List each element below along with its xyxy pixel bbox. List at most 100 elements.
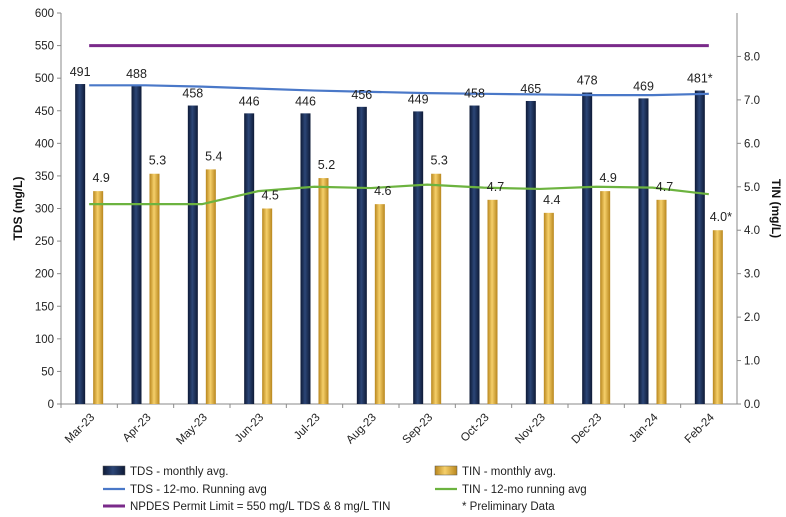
label-tin-may-23: 5.4 [205, 149, 222, 163]
x-tick-label: Feb-24 [683, 411, 718, 446]
label-tds-jun-23: 446 [239, 94, 260, 108]
bar-tds-apr-23 [131, 85, 142, 404]
lines-layer [89, 44, 709, 206]
x-tick-label: Jul-23 [292, 412, 323, 443]
x-tick-label: Jan-24 [627, 411, 661, 445]
y2-tick-label: 1.0 [744, 356, 760, 368]
label-tds-mar-23: 491 [70, 65, 91, 79]
bar-tds-may-23 [187, 105, 198, 404]
legend-tds-running-avg-label: TDS - 12-mo. Running avg [130, 484, 267, 496]
label-tds-may-23: 458 [182, 87, 203, 101]
bar-tin-jun-23 [262, 208, 273, 404]
legend-note-preliminary: * Preliminary Data [462, 501, 555, 513]
y2-tick-label: 8.0 [744, 51, 760, 63]
bar-tin-oct-23 [487, 199, 498, 404]
y2-tick-label: 0.0 [744, 399, 760, 411]
bar-tin-apr-23 [149, 173, 160, 404]
bar-tin-nov-23 [543, 212, 554, 404]
label-tds-jul-23: 446 [295, 94, 316, 108]
y-tick-label: 550 [35, 41, 54, 53]
x-tick-label: Oct-23 [459, 412, 492, 445]
x-tick-label: Dec-23 [570, 412, 605, 447]
bar-tin-jul-23 [318, 178, 329, 404]
bar-tin-sep-23 [431, 173, 442, 404]
legend-tds-monthly-swatch [102, 465, 126, 476]
x-tick-label: Nov-23 [513, 412, 548, 447]
labels-layer: 491 4.9 488 5.3 458 5.4 446 4.5 446 5.2 456 4.6 449 5… [70, 65, 732, 224]
y-tick-label: 250 [35, 236, 54, 248]
bar-tin-aug-23 [374, 204, 385, 404]
x-tick-label: Sep-23 [401, 412, 436, 447]
label-tds-sep-23: 449 [408, 92, 429, 106]
label-tds-oct-23: 458 [464, 87, 485, 101]
bar-tds-jul-23 [300, 113, 311, 405]
label-tin-mar-23: 4.9 [92, 171, 109, 185]
label-tin-jul-23: 5.2 [318, 158, 335, 172]
label-tin-aug-23: 4.6 [374, 184, 391, 198]
legend-tds-monthly-label: TDS - monthly avg. [130, 466, 228, 478]
label-tin-feb-24: 4.0* [710, 210, 732, 224]
bar-tds-feb-24 [694, 90, 705, 404]
y2-axis-title: TIN (mg/L) [769, 179, 783, 238]
legend-npdes-permit-limit-label: NPDES Permit Limit = 550 mg/L TDS & 8 mg… [130, 501, 390, 513]
bar-tin-may-23 [205, 169, 216, 404]
bar-tds-jan-24 [638, 98, 649, 404]
y-tick-label: 600 [35, 8, 54, 20]
bar-tds-nov-23 [525, 100, 536, 404]
bar-tds-oct-23 [469, 105, 480, 404]
bar-tds-mar-23 [75, 84, 86, 404]
label-tds-nov-23: 465 [520, 82, 541, 96]
y2-tick-label: 6.0 [744, 138, 760, 150]
label-tds-feb-24: 481* [687, 72, 713, 86]
label-tin-jun-23: 4.5 [261, 189, 278, 203]
x-tick-label: Jun-23 [233, 412, 266, 445]
line-tin-running-avg [89, 183, 709, 206]
label-tds-jan-24: 469 [633, 79, 654, 93]
bar-tds-dec-23 [582, 92, 593, 405]
bars-layer [75, 84, 723, 405]
y-tick-label: 50 [41, 366, 54, 378]
label-tin-sep-23: 5.3 [430, 154, 447, 168]
y-tick-label: 300 [35, 204, 54, 216]
y2-tick-label: 3.0 [744, 269, 760, 281]
label-tin-apr-23: 5.3 [149, 154, 166, 168]
y-axis-title: TDS (mg/L) [11, 177, 25, 241]
label-tin-jan-24: 4.7 [656, 180, 673, 194]
legend-tin-monthly-swatch [434, 465, 458, 476]
label-tds-dec-23: 478 [577, 74, 598, 88]
y2-tick-label: 5.0 [744, 182, 760, 194]
y2-tick-label: 2.0 [744, 312, 760, 324]
bar-tin-feb-24 [712, 230, 723, 404]
bar-tds-sep-23 [413, 111, 424, 404]
x-tick-label: Apr-23 [121, 412, 154, 445]
label-tin-oct-23: 4.7 [487, 180, 504, 194]
y-tick-label: 150 [35, 301, 54, 313]
y-tick-label: 100 [35, 334, 54, 346]
bar-tin-mar-23 [93, 191, 104, 404]
label-tin-dec-23: 4.9 [599, 171, 616, 185]
y-tick-label: 400 [35, 138, 54, 150]
y-tick-label: 0 [48, 399, 54, 411]
label-tin-nov-23: 4.4 [543, 193, 560, 207]
y-tick-label: 500 [35, 73, 54, 85]
legend-tin-running-avg-label: TIN - 12-mo running avg [462, 484, 587, 496]
x-tick-label: May-23 [174, 412, 210, 448]
bar-tin-jan-24 [656, 199, 667, 404]
bar-tin-dec-23 [600, 191, 611, 404]
y2-tick-label: 7.0 [744, 95, 760, 107]
y-tick-label: 200 [35, 269, 54, 281]
line-tds-running-avg [89, 84, 709, 97]
bar-tds-jun-23 [244, 113, 255, 405]
x-tick-label: Mar-23 [63, 412, 97, 446]
label-tds-aug-23: 456 [351, 88, 372, 102]
x-tick-label: Aug-23 [344, 412, 379, 447]
legend-tin-monthly-label: TIN - monthly avg. [462, 466, 556, 478]
y-tick-label: 450 [35, 106, 54, 118]
bar-tds-aug-23 [356, 106, 367, 404]
label-tds-apr-23: 488 [126, 67, 147, 81]
y2-tick-label: 4.0 [744, 225, 760, 237]
y-tick-label: 350 [35, 171, 54, 183]
legend-layer: TDS - monthly avg. TIN - monthly avg. TDS … [102, 465, 587, 513]
